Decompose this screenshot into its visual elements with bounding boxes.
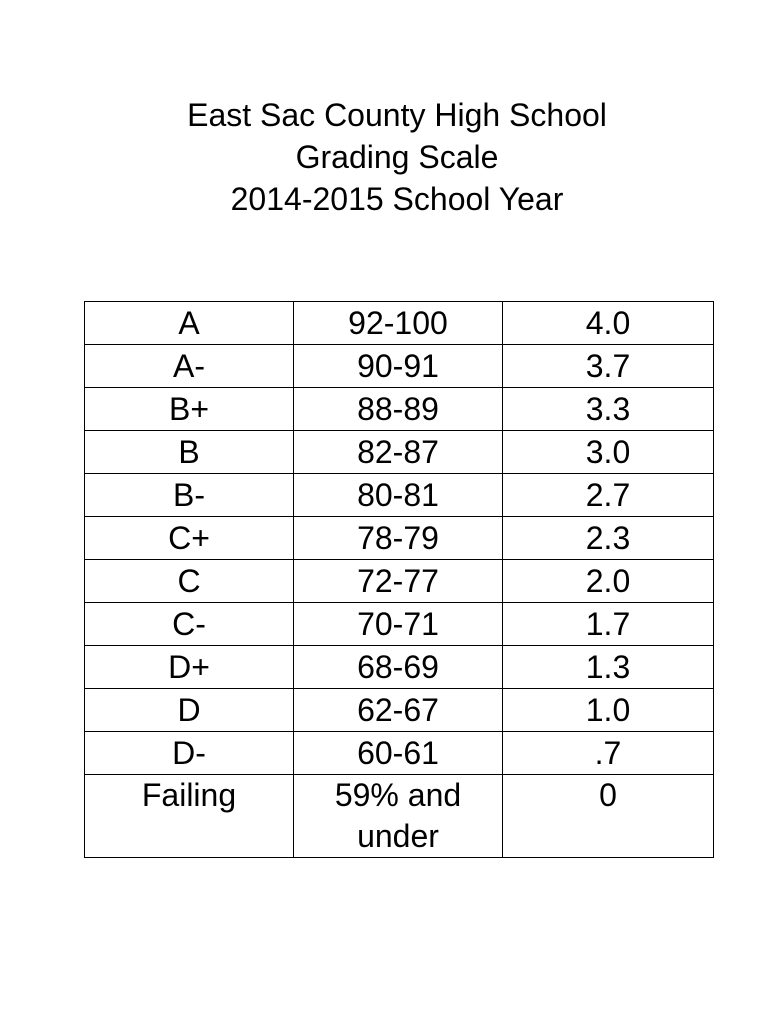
grade-points-cell: 1.7 bbox=[502, 602, 714, 646]
table-row: D 62-67 1.0 bbox=[84, 688, 714, 732]
percent-range-cell: 59% and under bbox=[293, 774, 503, 858]
percent-range-cell: 62-67 bbox=[293, 688, 503, 732]
grade-points-cell: 1.3 bbox=[502, 645, 714, 689]
grade-points-cell: .7 bbox=[502, 731, 714, 775]
letter-grade-cell: B bbox=[84, 430, 294, 474]
percent-range-cell: 92-100 bbox=[293, 301, 503, 345]
percent-range-cell: 70-71 bbox=[293, 602, 503, 646]
percent-range-cell: 60-61 bbox=[293, 731, 503, 775]
percent-range-cell: 72-77 bbox=[293, 559, 503, 603]
letter-grade-cell: Failing bbox=[84, 774, 294, 858]
letter-grade-cell: C- bbox=[84, 602, 294, 646]
table-row: A 92-100 4.0 bbox=[84, 301, 714, 345]
letter-grade-cell: A- bbox=[84, 344, 294, 388]
percent-range-cell: 78-79 bbox=[293, 516, 503, 560]
letter-grade-cell: D+ bbox=[84, 645, 294, 689]
letter-grade-cell: B- bbox=[84, 473, 294, 517]
grade-points-cell: 3.3 bbox=[502, 387, 714, 431]
percent-range-cell: 82-87 bbox=[293, 430, 503, 474]
percent-range-cell: 88-89 bbox=[293, 387, 503, 431]
table-row: C+ 78-79 2.3 bbox=[84, 516, 714, 560]
grading-scale-body: A 92-100 4.0 A- 90-91 3.7 B+ 88-89 3.3 B… bbox=[84, 301, 714, 858]
table-row: C- 70-71 1.7 bbox=[84, 602, 714, 646]
grade-points-cell: 0 bbox=[502, 774, 714, 858]
grade-points-cell: 2.0 bbox=[502, 559, 714, 603]
letter-grade-cell: C bbox=[84, 559, 294, 603]
percent-range-cell: 80-81 bbox=[293, 473, 503, 517]
document-subtitle: Grading Scale bbox=[295, 139, 499, 175]
grade-points-cell: 3.7 bbox=[502, 344, 714, 388]
grade-points-cell: 4.0 bbox=[502, 301, 714, 345]
table-row: B+ 88-89 3.3 bbox=[84, 387, 714, 431]
table-row: B- 80-81 2.7 bbox=[84, 473, 714, 517]
school-year: 2014-2015 School Year bbox=[230, 181, 564, 217]
school-name: East Sac County High School bbox=[187, 97, 607, 133]
letter-grade-cell: C+ bbox=[84, 516, 294, 560]
table-row: B 82-87 3.0 bbox=[84, 430, 714, 474]
grade-points-cell: 1.0 bbox=[502, 688, 714, 732]
table-row: C 72-77 2.0 bbox=[84, 559, 714, 603]
percent-range-cell: 90-91 bbox=[293, 344, 503, 388]
grading-scale-table: A 92-100 4.0 A- 90-91 3.7 B+ 88-89 3.3 B… bbox=[84, 301, 714, 858]
table-row: A- 90-91 3.7 bbox=[84, 344, 714, 388]
percent-range-cell: 68-69 bbox=[293, 645, 503, 689]
table-row: D- 60-61 .7 bbox=[84, 731, 714, 775]
grade-points-cell: 2.3 bbox=[502, 516, 714, 560]
letter-grade-cell: D- bbox=[84, 731, 294, 775]
document-title: East Sac County High School Grading Scal… bbox=[0, 94, 768, 220]
table-row: D+ 68-69 1.3 bbox=[84, 645, 714, 689]
letter-grade-cell: B+ bbox=[84, 387, 294, 431]
grade-points-cell: 2.7 bbox=[502, 473, 714, 517]
letter-grade-cell: D bbox=[84, 688, 294, 732]
grade-points-cell: 3.0 bbox=[502, 430, 714, 474]
letter-grade-cell: A bbox=[84, 301, 294, 345]
table-row: Failing 59% and under 0 bbox=[84, 774, 714, 858]
